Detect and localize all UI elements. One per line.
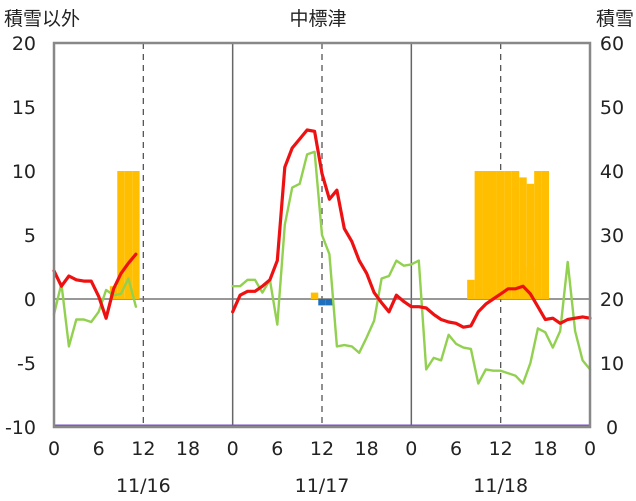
right-tick-label: 20	[600, 289, 624, 311]
x-tick-label: 0	[584, 438, 596, 460]
right-axis-label: 積雪	[596, 8, 634, 30]
left-tick-label: -5	[17, 353, 36, 375]
left-tick-label: 5	[24, 225, 36, 247]
right-tick-label: 50	[600, 97, 624, 119]
precip-bar	[519, 177, 527, 299]
precip-bar	[467, 279, 475, 299]
precip-bar	[504, 171, 512, 299]
right-tick-label: 0	[606, 417, 618, 439]
x-tick-label: 6	[450, 438, 462, 460]
x-tick-label: 12	[131, 438, 155, 460]
sunshine-line	[52, 277, 138, 348]
plot-frame	[52, 41, 592, 429]
day-label: 11/16	[116, 475, 171, 497]
sunshine-line	[231, 150, 592, 385]
precip-bar	[124, 171, 133, 299]
x-tick-label: 0	[405, 438, 417, 460]
temperature-line	[231, 128, 592, 329]
x-tick-label: 12	[310, 438, 334, 460]
right-tick-label: 60	[600, 33, 624, 55]
precip-bar	[496, 171, 505, 299]
left-tick-label: 10	[12, 161, 36, 183]
precip-bar	[489, 171, 497, 299]
day-label: 11/18	[473, 475, 528, 497]
precip-bars	[109, 171, 550, 299]
x-tick-label: 0	[227, 438, 239, 460]
left-tick-label: 15	[12, 97, 36, 119]
left-tick-label: 20	[12, 33, 36, 55]
x-tick-label: 6	[93, 438, 105, 460]
left-axis-label: 積雪以外	[4, 8, 80, 30]
day-label: 11/17	[295, 475, 350, 497]
precip-bar	[541, 171, 550, 299]
wind-bar	[325, 299, 334, 306]
x-tick-label: 0	[48, 438, 60, 460]
x-tick-label: 12	[489, 438, 513, 460]
precip-bar	[526, 183, 535, 299]
right-tick-label: 10	[600, 353, 624, 375]
precip-bar	[310, 292, 319, 299]
left-tick-label: 0	[24, 289, 36, 311]
temperature-line	[52, 252, 138, 320]
precip-bar	[132, 171, 140, 299]
x-tick-label: 18	[355, 438, 379, 460]
precip-bar	[474, 171, 483, 299]
left-tick-label: -10	[5, 417, 36, 439]
precip-bar	[117, 171, 125, 299]
station-title: 中標津	[289, 8, 346, 30]
wind-bars	[318, 299, 334, 306]
precip-bar	[482, 171, 490, 299]
right-tick-label: 30	[600, 225, 624, 247]
x-tick-label: 6	[271, 438, 283, 460]
wind-bar	[318, 299, 326, 306]
plot-border	[52, 41, 592, 429]
right-tick-label: 40	[600, 161, 624, 183]
x-tick-label: 18	[533, 438, 557, 460]
precip-bar	[511, 171, 520, 299]
precip-bar	[534, 171, 542, 299]
x-tick-label: 18	[176, 438, 200, 460]
